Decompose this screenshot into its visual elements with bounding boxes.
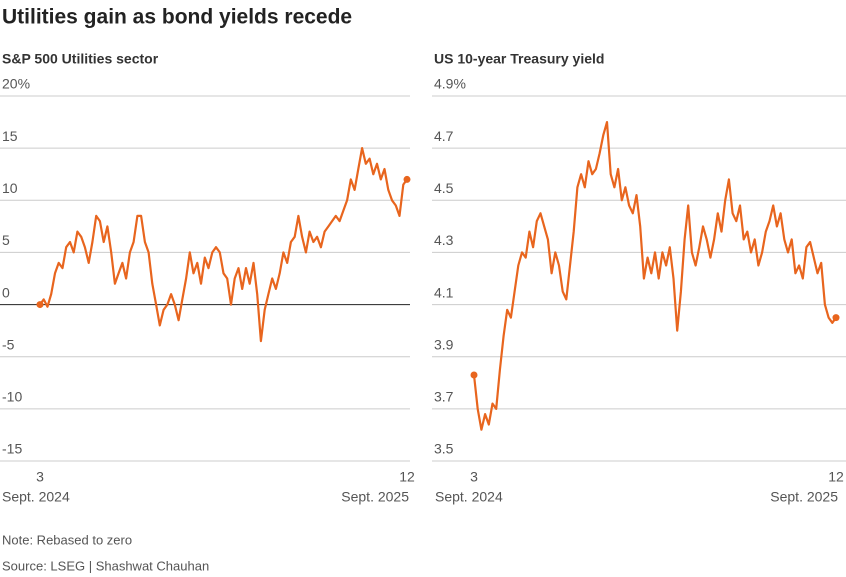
y-tick-label: 0 [2, 284, 10, 300]
y-tick-label: 4.9% [434, 76, 466, 92]
y-tick-label: 15 [2, 128, 18, 144]
panel-title: US 10-year Treasury yield [434, 51, 604, 67]
y-tick-label: 3.9 [434, 336, 454, 352]
source: Source: LSEG | Shashwat Chauhan [2, 558, 209, 573]
y-tick-label: 3.7 [434, 389, 454, 405]
y-tick-label: -15 [2, 441, 22, 457]
y-tick-label: 4.5 [434, 180, 454, 196]
end-marker [832, 314, 840, 322]
y-tick-label: 5 [2, 232, 10, 248]
y-tick-label: 4.1 [434, 284, 454, 300]
y-tick-label: -5 [2, 336, 15, 352]
x-tick-label: 12 [828, 469, 844, 485]
x-tick-label: 3 [36, 469, 44, 485]
x-tick-label: 3 [470, 469, 478, 485]
note: Note: Rebased to zero [2, 532, 132, 547]
panel-title: S&P 500 Utilities sector [2, 51, 159, 67]
end-marker [403, 175, 411, 183]
y-tick-label: 3.5 [434, 441, 454, 457]
end-marker [36, 301, 44, 309]
title: Utilities gain as bond yields recede [2, 6, 352, 29]
y-tick-label: 4.7 [434, 128, 454, 144]
x-period-label: Sept. 2025 [341, 489, 409, 505]
series-line [472, 120, 837, 431]
y-tick-label: -10 [2, 389, 22, 405]
y-tick-label: 4.3 [434, 232, 454, 248]
series-line [39, 147, 408, 343]
x-period-label: Sept. 2025 [770, 489, 838, 505]
x-period-label: Sept. 2024 [2, 489, 70, 505]
x-period-label: Sept. 2024 [435, 489, 503, 505]
x-tick-label: 12 [399, 469, 415, 485]
end-marker [470, 371, 478, 379]
y-tick-label: 10 [2, 180, 18, 196]
y-tick-label: 20% [2, 76, 30, 92]
